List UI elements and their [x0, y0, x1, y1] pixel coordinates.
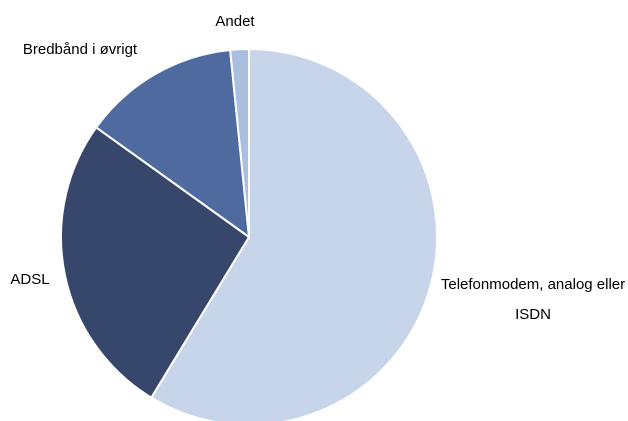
slice-label: Telefonmodem, analog eller ISDN [440, 276, 626, 323]
pie-slice [94, 48, 251, 240]
slice-label: Andet [215, 13, 255, 30]
pie-slice [149, 47, 438, 421]
slice-label: ADSL [10, 271, 50, 288]
pie-slice [229, 47, 250, 238]
slice-label: Bredbånd i øvrigt [22, 41, 138, 58]
pie-slice [60, 126, 251, 399]
